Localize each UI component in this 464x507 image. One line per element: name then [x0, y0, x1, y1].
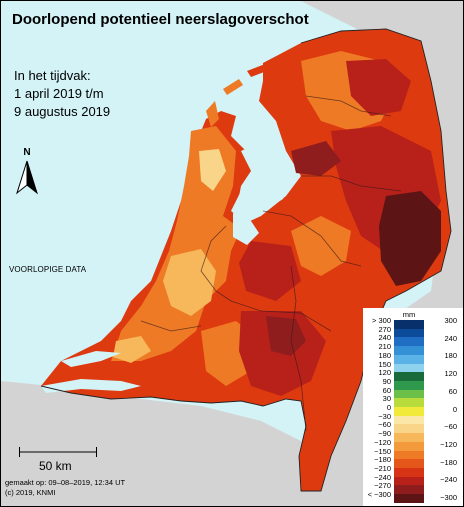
wadden-island-terschelling: [247, 61, 277, 77]
zone-east-darkest: [379, 191, 441, 286]
legend-tick-left: 0: [386, 403, 391, 412]
markermeer: [233, 213, 259, 245]
map-title: Doorlopend potentieel neerslagoverschot: [12, 11, 309, 28]
legend-tick-left: −120: [374, 437, 391, 447]
legend-unit: mm: [402, 310, 416, 319]
legend-tick-left: −270: [374, 481, 391, 491]
legend-tick-left: −180: [374, 455, 391, 465]
legend-swatch: [394, 363, 424, 373]
legend-tick-left: −30: [378, 411, 391, 421]
scale-label: 50 km: [39, 459, 72, 473]
copyright-text: (c) 2019, KNMI: [5, 488, 56, 497]
legend-tick-left: −150: [374, 446, 391, 456]
made-on-text: gemaakt op: 09–08–2019, 12:34 UT: [5, 478, 126, 487]
legend-tick-left: 90: [382, 376, 391, 386]
legend-swatch: [394, 467, 424, 478]
legend-tick-left: 120: [378, 368, 391, 378]
legend-tick-right: 180: [444, 351, 457, 361]
national-border: [40, 28, 452, 492]
legend-tick-left: < −300: [367, 490, 391, 499]
legend-tick-left: 150: [378, 359, 391, 369]
legend-tick-left: 30: [382, 394, 391, 404]
legend-swatch: [394, 320, 424, 330]
legend-tick-right: 0: [452, 404, 457, 414]
zone-limburg-darkest: [266, 316, 306, 356]
legend-tick-left: −60: [378, 420, 391, 430]
westerschelde: [41, 379, 141, 393]
zone-zeeland-light: [113, 336, 151, 363]
legend-swatch: [394, 407, 424, 417]
legend-swatch: [394, 433, 424, 443]
north-arrow: N: [11, 147, 43, 197]
legend-swatch: [394, 372, 424, 382]
legend-swatch: [394, 328, 424, 338]
legend-swatch: [394, 485, 424, 495]
legend-tick-left: −210: [374, 463, 391, 473]
belgium-land: [1, 381, 321, 506]
legend-swatch: [394, 389, 424, 399]
legend-tick-right: 240: [444, 333, 457, 343]
legend-tick-right: 60: [448, 386, 457, 396]
legend-swatch: [394, 337, 424, 347]
legend-tick-left: −240: [374, 472, 391, 482]
period-label: In het tijdvak:: [14, 68, 91, 83]
zone-center-darkred: [239, 241, 301, 301]
legend-tick-right: 120: [444, 369, 457, 379]
zone-north-darkred: [346, 59, 411, 116]
legend-tick-left: > 300: [372, 316, 391, 325]
legend-tick-right: 300: [444, 316, 457, 325]
legend-tick-left: 270: [378, 324, 391, 334]
legend-swatch: [394, 476, 424, 486]
zone-center-orange: [291, 216, 351, 276]
legend-swatch: [394, 380, 424, 391]
wadden-island-texel: [206, 101, 219, 127]
legend-tick-left: 60: [382, 385, 391, 395]
legend-swatch: [394, 354, 424, 364]
legend-tick-left: 240: [378, 333, 391, 343]
wadden-island-ameland: [283, 51, 305, 61]
legend-swatch: [394, 441, 424, 451]
ijsselmeer: [237, 141, 293, 219]
province-borders: [140, 95, 402, 432]
legend-tick-right: −180: [440, 457, 457, 467]
legend-tick-right: −300: [440, 493, 457, 503]
legend-tick-left: 210: [378, 342, 391, 352]
legend-swatch: [394, 494, 424, 504]
north-label: N: [23, 147, 31, 158]
period-end: 9 augustus 2019: [14, 104, 111, 119]
legend-tick-right: −120: [440, 440, 457, 450]
legend-swatch: [394, 415, 424, 425]
legend-swatch: [394, 346, 424, 356]
legend-tick-right: −240: [440, 475, 457, 485]
wadden-island-schiermonnikoog: [315, 41, 333, 51]
preliminary-data-label: VOORLOPIGE DATA: [9, 265, 87, 274]
wadden-island-vlieland: [223, 79, 243, 95]
north-arrow-icon: [16, 160, 38, 195]
legend-tick-right: −60: [444, 422, 457, 432]
legend-swatch: [394, 424, 424, 434]
legend-swatch: [394, 459, 424, 469]
zone-west-light: [199, 149, 226, 191]
color-legend: mm > 300 270 240 210 180 150 120 90 60 30 0 −30 −60−…: [363, 308, 463, 506]
zone-north-darkest: [291, 141, 341, 176]
oosterschelde: [61, 351, 121, 367]
scale-bar: [19, 447, 97, 457]
legend-tick-left: 180: [378, 350, 391, 360]
legend-tick-left: −90: [378, 429, 391, 439]
credit-block: gemaakt op: 09–08–2019, 12:34 UT (c) 201…: [5, 478, 125, 498]
period-block: In het tijdvak: 1 april 2019 t/m 9 augus…: [14, 67, 110, 121]
legend-swatch: [394, 450, 424, 460]
legend-swatch: [394, 398, 424, 408]
period-start: 1 april 2019 t/m: [14, 86, 104, 101]
